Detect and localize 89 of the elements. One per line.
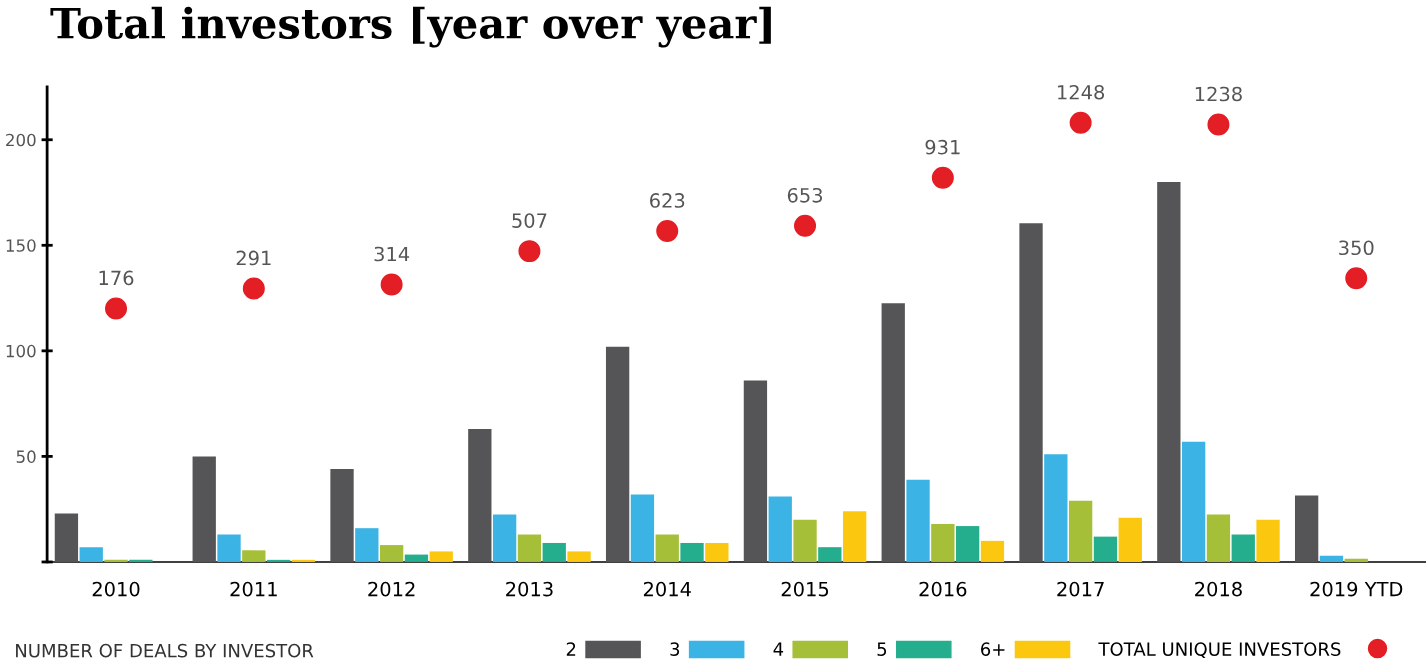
y-tick-label: 150: [6, 239, 36, 252]
bar: [881, 303, 905, 562]
data-label: 653: [787, 187, 823, 203]
bar: [242, 550, 266, 562]
legend-label: 4: [773, 642, 784, 656]
point: [1345, 267, 1368, 290]
bar: [1068, 500, 1093, 562]
bar: [680, 542, 704, 562]
bar: [217, 534, 241, 562]
point: [931, 166, 954, 189]
bar: [818, 547, 842, 562]
bar: [79, 547, 103, 562]
x-tick-label: 2015: [781, 581, 829, 597]
bar: [1181, 441, 1206, 562]
bar: [980, 540, 1005, 562]
data-label: 507: [512, 213, 547, 228]
bar: [931, 523, 955, 562]
bar: [104, 559, 128, 562]
bar: [1294, 495, 1319, 562]
x-tick-label: 2012: [368, 581, 415, 597]
bar: [743, 380, 768, 562]
x-tick-label: 2017: [1057, 581, 1104, 597]
bar: [192, 456, 216, 562]
bar: [468, 428, 492, 562]
bar: [567, 551, 591, 562]
bar: [1118, 517, 1142, 562]
bar: [54, 513, 79, 562]
point: [518, 240, 541, 263]
bar: [1157, 181, 1181, 562]
chart-title: Total investors [year over year]: [50, 6, 771, 48]
bar: [542, 542, 566, 562]
bar: [492, 514, 517, 562]
bar: [768, 496, 792, 562]
data-label: 291: [236, 250, 271, 266]
bar: [842, 511, 867, 562]
x-tick-label: 2016: [919, 581, 967, 597]
legend-label: 3: [670, 642, 680, 656]
bar: [1093, 536, 1118, 562]
legend-label: 6+: [981, 642, 1005, 656]
data-label: 623: [650, 193, 685, 208]
bar: [291, 559, 316, 562]
bar: [404, 554, 429, 562]
point: [656, 220, 679, 243]
bar: [793, 519, 817, 562]
y-tick-label: 200: [6, 133, 36, 147]
y-tick-label: 100: [6, 344, 36, 358]
bar: [429, 551, 453, 562]
legend-label: 5: [877, 642, 887, 656]
point: [794, 214, 817, 237]
x-tick-label: 2018: [1195, 581, 1242, 597]
legend-label: 2: [566, 642, 576, 656]
data-label: 350: [1339, 240, 1374, 256]
bar: [1231, 534, 1255, 562]
bar: [1256, 519, 1280, 562]
bar: [1206, 514, 1231, 562]
data-label: 176: [99, 270, 134, 286]
bar: [605, 346, 630, 562]
x-tick-label: 2011: [230, 581, 277, 597]
bar: [1344, 558, 1368, 562]
data-label: 314: [374, 246, 410, 262]
point: [380, 273, 403, 296]
bar: [705, 542, 729, 562]
bar: [655, 534, 679, 562]
x-tick-label: 2010: [92, 581, 140, 597]
bar: [266, 559, 291, 562]
bar: [906, 479, 930, 562]
point: [1207, 113, 1230, 136]
data-label: 1238: [1195, 86, 1242, 102]
bar: [1044, 454, 1068, 562]
x-tick-label: 2014: [643, 581, 691, 597]
bar: [129, 559, 153, 562]
x-tick-label: 2019 YTD: [1310, 581, 1403, 597]
bar: [330, 469, 354, 562]
legend-title: NUMBER OF DEALS BY INVESTOR: [16, 643, 314, 658]
bar: [379, 545, 404, 562]
y-tick-label: 50: [16, 450, 36, 463]
point: [1069, 111, 1092, 134]
data-label: 931: [925, 139, 960, 155]
bar: [630, 494, 655, 562]
bar: [517, 534, 542, 562]
bar: [1319, 555, 1344, 562]
bar: [1019, 223, 1043, 562]
point: [105, 297, 128, 320]
point: [242, 277, 265, 300]
bar: [955, 526, 980, 562]
bar: [355, 528, 379, 562]
legend-label: TOTAL UNIQUE INVESTORS: [1098, 642, 1341, 659]
data-label: 1248: [1058, 84, 1105, 100]
x-tick-label: 2013: [506, 581, 553, 597]
